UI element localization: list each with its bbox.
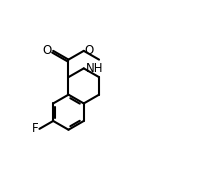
Text: O: O (85, 44, 94, 57)
Text: O: O (43, 44, 52, 57)
Text: F: F (32, 122, 38, 135)
Text: NH: NH (86, 62, 104, 75)
